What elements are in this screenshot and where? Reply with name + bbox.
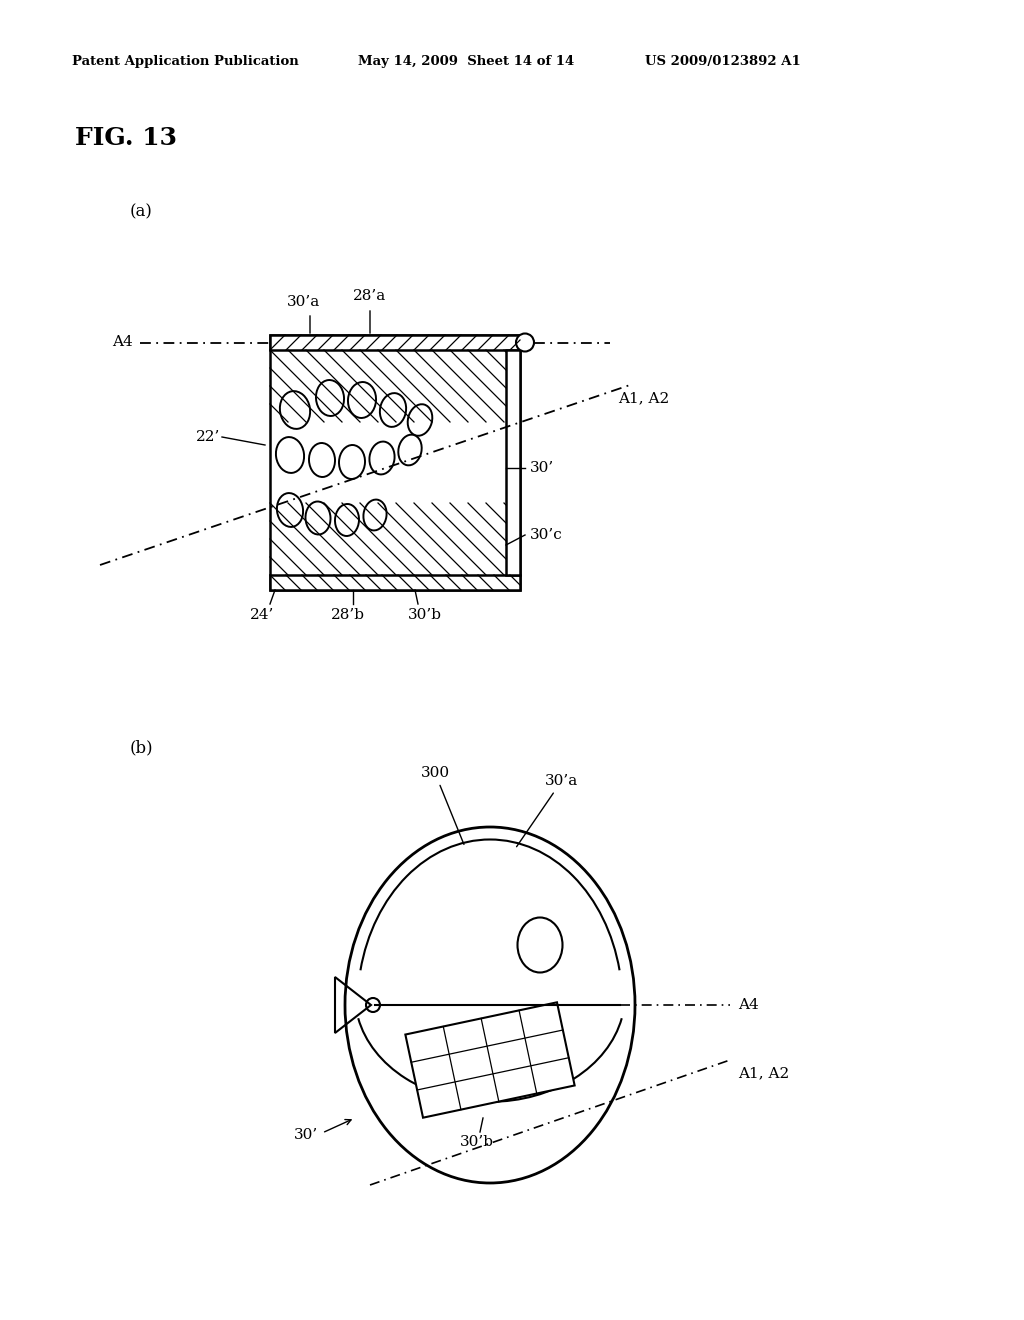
- Polygon shape: [406, 1002, 574, 1118]
- Bar: [270, 335, 520, 590]
- Ellipse shape: [398, 434, 422, 466]
- Text: 28’b: 28’b: [331, 609, 365, 622]
- Ellipse shape: [339, 445, 365, 479]
- Text: 30’: 30’: [530, 461, 554, 475]
- Text: (a): (a): [130, 203, 153, 220]
- Ellipse shape: [316, 380, 344, 416]
- Ellipse shape: [335, 504, 359, 536]
- Text: 30’a: 30’a: [287, 294, 319, 309]
- Ellipse shape: [348, 381, 376, 418]
- Bar: [506, 350, 520, 576]
- Text: 30’c: 30’c: [530, 528, 563, 543]
- Text: 30’b: 30’b: [460, 1135, 494, 1148]
- Ellipse shape: [280, 391, 310, 429]
- Ellipse shape: [364, 499, 387, 531]
- Text: 30’: 30’: [294, 1129, 318, 1142]
- Text: US 2009/0123892 A1: US 2009/0123892 A1: [645, 55, 801, 69]
- Circle shape: [366, 998, 380, 1012]
- Text: May 14, 2009  Sheet 14 of 14: May 14, 2009 Sheet 14 of 14: [358, 55, 574, 69]
- Ellipse shape: [380, 393, 407, 426]
- Text: 30’a: 30’a: [516, 774, 579, 846]
- Text: 300: 300: [421, 766, 464, 845]
- Text: A1, A2: A1, A2: [738, 1067, 790, 1080]
- Circle shape: [516, 334, 534, 351]
- Bar: [270, 335, 520, 350]
- Ellipse shape: [276, 494, 303, 527]
- Text: 24’: 24’: [250, 609, 274, 622]
- Text: 30’b: 30’b: [408, 609, 442, 622]
- Text: FIG. 13: FIG. 13: [75, 125, 177, 150]
- Ellipse shape: [408, 404, 432, 436]
- Text: Patent Application Publication: Patent Application Publication: [72, 55, 299, 69]
- Ellipse shape: [275, 437, 304, 473]
- Text: A4: A4: [738, 998, 759, 1012]
- Text: 28’a: 28’a: [353, 289, 387, 304]
- Bar: [270, 576, 520, 590]
- Text: 22’: 22’: [196, 430, 220, 444]
- Text: (b): (b): [130, 739, 154, 756]
- Ellipse shape: [370, 442, 394, 474]
- Text: A1, A2: A1, A2: [618, 391, 670, 405]
- Ellipse shape: [309, 444, 335, 477]
- Ellipse shape: [305, 502, 331, 535]
- Text: A4: A4: [113, 335, 133, 350]
